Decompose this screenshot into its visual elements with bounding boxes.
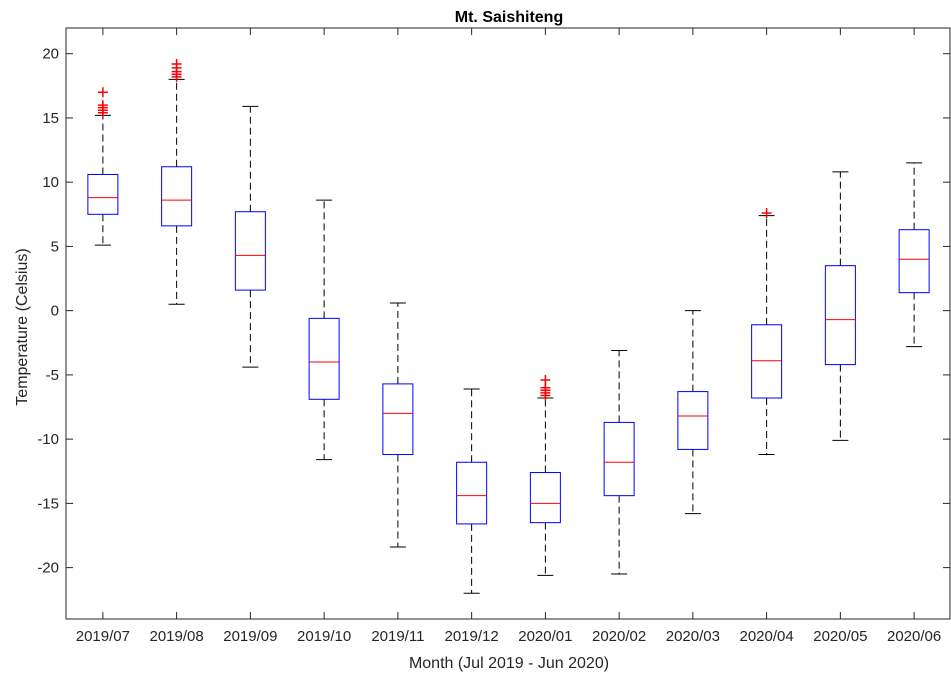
chart-title: Mt. Saishiteng [455, 9, 563, 26]
x-tick-label: 2019/09 [223, 628, 277, 645]
axes-frame [65, 27, 951, 620]
y-tick-label: -5 [46, 367, 59, 384]
outlier-point [97, 87, 108, 98]
x-tick-label: 2019/10 [297, 628, 351, 645]
x-tick-label: 2019/11 [371, 628, 424, 645]
box [529, 472, 561, 524]
y-tick-label: -15 [37, 495, 59, 512]
y-tick-label: 0 [51, 303, 59, 320]
box [751, 324, 783, 399]
box [234, 211, 266, 291]
y-tick-label: 10 [42, 174, 59, 191]
box [603, 421, 635, 497]
y-tick-label: 20 [42, 46, 59, 63]
outlier-point [171, 58, 182, 69]
x-axis-title: Month (Jul 2019 - Jun 2020) [409, 655, 609, 672]
x-tick-label: 2020/04 [740, 628, 794, 645]
outlier-point [540, 375, 551, 386]
box [898, 229, 930, 294]
y-tick-label: 5 [51, 238, 59, 255]
box [824, 265, 856, 366]
x-tick-label: 2020/05 [813, 628, 867, 645]
plot-area: 20 15 10 5 0 -5 -10 -15 -20 2019/07 2019/08 2019/09… [37, 27, 951, 645]
x-tick-label: 2020/06 [887, 628, 941, 645]
box [382, 383, 414, 456]
y-tick-label: -20 [37, 560, 59, 577]
y-tick-label: -10 [37, 431, 59, 448]
outlier-point [761, 208, 772, 219]
box [456, 461, 488, 525]
box [308, 317, 340, 400]
x-tick-label: 2019/08 [150, 628, 204, 645]
outlier-point [97, 100, 108, 111]
x-tick-label: 2019/12 [445, 628, 499, 645]
box [677, 391, 709, 450]
x-tick-label: 2020/01 [518, 628, 572, 645]
x-tick-label: 2020/03 [666, 628, 720, 645]
x-tick-label: 2019/07 [76, 628, 130, 645]
box [87, 173, 119, 215]
x-tick-label: 2020/02 [592, 628, 646, 645]
y-tick-label: 15 [42, 110, 59, 127]
y-axis-title: Temperature (Celsius) [14, 248, 31, 405]
box [161, 166, 193, 227]
